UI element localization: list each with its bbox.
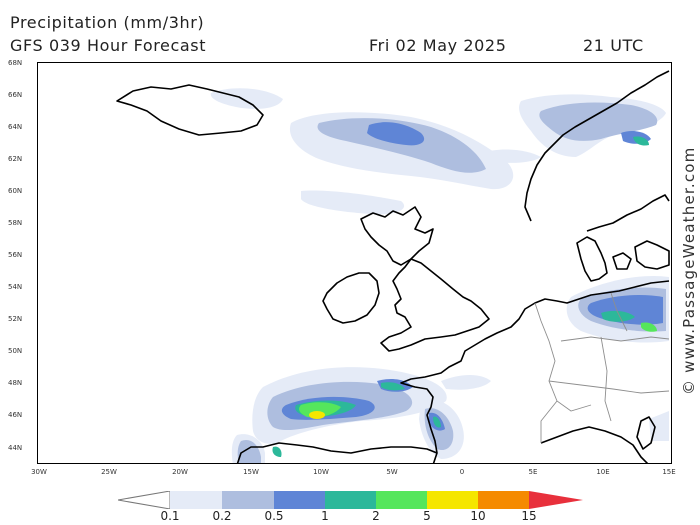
lat-label-62n: 62N — [8, 155, 23, 163]
lon-label-10w: 10W — [313, 468, 329, 476]
legend-swatch-2 — [376, 491, 427, 509]
legend-min-arrow — [118, 491, 171, 509]
legend-swatch-0.1 — [170, 491, 222, 509]
iberia-coast — [236, 442, 438, 463]
europe-coast — [400, 280, 670, 463]
britain-coast — [380, 258, 490, 352]
denmark-coast — [576, 236, 608, 282]
lon-label-20w: 20W — [172, 468, 188, 476]
legend-label-10: 10 — [470, 509, 486, 523]
ireland-coast — [322, 272, 380, 324]
legend-label-1: 1 — [321, 509, 329, 523]
land-borders — [534, 292, 670, 443]
forecast-date: Fri 02 May 2025 — [369, 36, 507, 55]
lat-label-56n: 56N — [8, 251, 23, 259]
legend-swatch-0.5 — [274, 491, 325, 509]
lat-label-68n: 68N — [8, 59, 23, 67]
lat-label-54n: 54N — [8, 283, 23, 291]
danish-islands — [612, 252, 632, 270]
legend-label-5: 5 — [423, 509, 431, 523]
norway-coast — [524, 70, 670, 222]
precip-very-high-areas — [309, 411, 325, 419]
lat-label-66n: 66N — [8, 91, 23, 99]
precipitation-legend — [118, 491, 583, 509]
lon-label-25w: 25W — [101, 468, 117, 476]
lat-label-60n: 60N — [8, 187, 23, 195]
scotland-coast — [360, 206, 434, 266]
lon-label-5e: 5E — [528, 468, 538, 476]
map-canvas — [116, 70, 670, 463]
forecast-subtitle: GFS 039 Hour Forecast — [10, 36, 207, 55]
forecast-time: 21 UTC — [583, 36, 644, 55]
lon-label-0: 0 — [459, 468, 465, 476]
lon-label-15w: 15W — [243, 468, 259, 476]
legend-swatch-1 — [325, 491, 376, 509]
legend-swatch-5 — [427, 491, 478, 509]
legend-max-arrow — [529, 491, 583, 509]
lat-label-46n: 46N — [8, 411, 23, 419]
legend-label-0.1: 0.1 — [160, 509, 180, 523]
iceland-coast — [116, 84, 264, 136]
lon-label-5w: 5W — [386, 468, 398, 476]
lon-label-10e: 10E — [596, 468, 610, 476]
legend-label-2: 2 — [372, 509, 380, 523]
precipitation-map — [37, 62, 672, 464]
legend-swatch-10 — [478, 491, 529, 509]
baltic-coast — [634, 240, 670, 270]
mediterranean-coast — [540, 426, 649, 463]
map-title: Precipitation (mm/3hr) — [10, 13, 205, 32]
lat-label-50n: 50N — [8, 347, 23, 355]
legend-label-0.5: 0.5 — [264, 509, 284, 523]
lat-label-52n: 52N — [8, 315, 23, 323]
coastlines — [116, 70, 670, 463]
lon-label-30w: 30W — [31, 468, 47, 476]
lat-label-58n: 58N — [8, 219, 23, 227]
lat-label-48n: 48N — [8, 379, 23, 387]
corsica-sardinia — [636, 416, 656, 450]
credit-label: © www.PassageWeather.com — [680, 146, 698, 395]
lon-label-15e: 15E — [662, 468, 676, 476]
legend-swatch-0.2 — [222, 491, 274, 509]
legend-label-0.2: 0.2 — [212, 509, 232, 523]
sweden-coast — [586, 194, 670, 232]
lat-label-44n: 44N — [8, 444, 23, 452]
legend-label-15: 15 — [521, 509, 537, 523]
lat-label-64n: 64N — [8, 123, 23, 131]
